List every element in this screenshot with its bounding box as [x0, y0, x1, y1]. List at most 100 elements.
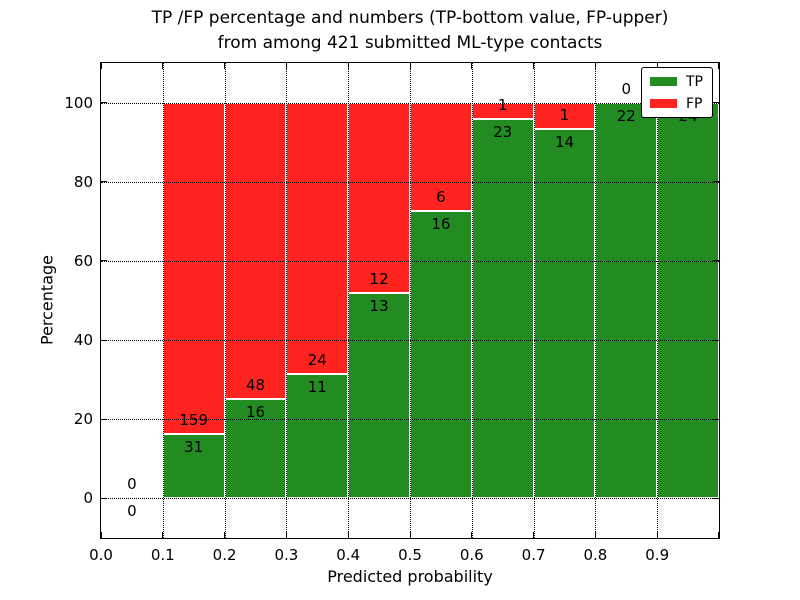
tp-legend-swatch	[650, 77, 677, 86]
x-tick-mark-top	[533, 63, 535, 69]
x-tick-label: 0.1	[150, 546, 175, 564]
tp-count-label: 22	[616, 106, 636, 125]
x-tick-mark-top	[100, 63, 102, 69]
x-tick-mark-top	[594, 63, 596, 69]
x-tick-label: 0.0	[89, 546, 113, 564]
chart-title-line2: from among 421 submitted ML-type contact…	[217, 33, 603, 53]
y-tick-label: 40	[73, 331, 93, 350]
y-tick-mark-right	[713, 418, 719, 420]
x-tick-mark-top	[285, 63, 287, 69]
x-tick-mark-bottom	[718, 532, 719, 538]
fp-count-label: 0	[621, 79, 632, 98]
fp-count-label: 48	[245, 376, 266, 395]
x-gridline	[348, 63, 350, 538]
y-tick-label: 20	[73, 410, 93, 429]
tp-count-label: 31	[184, 437, 204, 456]
x-tick-mark-bottom	[224, 532, 226, 538]
x-tick-mark-top	[718, 63, 719, 69]
y-tick-mark-right	[713, 497, 719, 499]
y-tick-mark-left	[101, 260, 107, 262]
plot-area: TP FP 0015931481624111213616123114022024…	[64, 62, 720, 564]
tp-count-label: 13	[369, 296, 389, 315]
fp-bar-segment	[162, 102, 225, 434]
y-tick-mark-right	[713, 181, 719, 183]
x-tick-mark-top	[471, 63, 473, 69]
tp-count-label: 16	[431, 214, 451, 233]
x-gridline	[410, 63, 411, 538]
x-gridline	[286, 63, 288, 538]
x-tick-label: 0.2	[212, 546, 237, 564]
tp-bar-segment	[595, 102, 658, 499]
fp-count-label: 1	[497, 96, 508, 115]
fp-count-label: 1	[559, 105, 570, 124]
tp-bar-segment	[410, 210, 472, 499]
legend: TP FP	[641, 67, 713, 118]
y-tick-mark-left	[101, 497, 107, 499]
x-tick-label: 0.6	[459, 546, 484, 564]
tp-bar-segment	[224, 399, 287, 499]
fp-bar-segment	[410, 102, 472, 211]
y-tick-mark-right	[713, 260, 719, 262]
tp-count-label: 0	[127, 502, 137, 521]
fp-count-label: 12	[369, 269, 389, 288]
x-tick-label: 0.9	[645, 546, 670, 564]
y-tick-mark-right	[713, 102, 719, 104]
x-tick-mark-bottom	[471, 532, 473, 538]
y-tick-label: 60	[73, 251, 93, 270]
legend-item-fp: FP	[650, 95, 703, 112]
fp-count-label: 0	[127, 475, 137, 494]
y-tick-label: 100	[64, 93, 93, 112]
legend-item-tp: TP	[650, 73, 703, 90]
tp-count-label: 11	[307, 378, 327, 396]
x-tick-mark-bottom	[100, 532, 102, 538]
x-tick-mark-top	[409, 63, 411, 69]
fp-bar-segment	[224, 102, 287, 400]
x-tick-mark-bottom	[594, 532, 596, 538]
tp-bar-segment	[162, 433, 225, 499]
fp-bar-segment	[348, 102, 410, 293]
x-tick-mark-top	[347, 63, 349, 69]
tp-bar-segment	[533, 128, 596, 499]
y-tick-mark-left	[101, 339, 107, 341]
tp-bar-segment	[657, 102, 719, 499]
tp-legend-label: TP	[686, 73, 703, 90]
x-tick-mark-bottom	[347, 532, 349, 538]
x-axis-label: Predicted probability	[327, 567, 493, 586]
y-tick-mark-left	[101, 181, 107, 183]
x-tick-label: 0.3	[274, 546, 299, 564]
y-tick-mark-right	[713, 339, 719, 341]
y-tick-label: 0	[83, 489, 93, 508]
x-tick-label: 0.4	[336, 546, 361, 564]
fp-legend-swatch	[650, 99, 677, 108]
x-gridline	[162, 63, 164, 538]
x-tick-label: 0.8	[583, 546, 608, 564]
fp-count-label: 159	[179, 410, 209, 429]
chart-title: TP /FP percentage and numbers (TP-bottom…	[100, 6, 720, 56]
fp-legend-label: FP	[686, 95, 703, 112]
y-tick-mark-left	[101, 418, 107, 420]
tp-count-label: 14	[554, 132, 575, 151]
fp-count-label: 6	[436, 187, 446, 206]
x-gridline	[224, 63, 226, 538]
x-tick-mark-bottom	[162, 532, 164, 538]
x-tick-mark-bottom	[656, 532, 658, 538]
x-tick-mark-top	[224, 63, 226, 69]
x-tick-label: 0.7	[521, 546, 546, 564]
y-tick-label: 80	[73, 172, 93, 191]
x-gridline	[471, 63, 473, 538]
x-tick-mark-bottom	[285, 532, 287, 538]
x-tick-mark-top	[656, 63, 658, 69]
tp-bar-segment	[348, 292, 410, 499]
x-gridline	[595, 63, 597, 538]
tp-bar-segment	[471, 119, 534, 499]
tp-count-label: 16	[245, 403, 266, 422]
tp-count-label: 23	[493, 123, 513, 142]
fp-bar-segment	[286, 102, 349, 374]
y-tick-mark-left	[101, 102, 107, 104]
fp-count-label: 24	[307, 351, 327, 369]
x-gridline	[533, 63, 535, 538]
chart-title-line1: TP /FP percentage and numbers (TP-bottom…	[151, 8, 669, 28]
x-tick-mark-top	[162, 63, 164, 69]
x-tick-mark-bottom	[533, 532, 535, 538]
